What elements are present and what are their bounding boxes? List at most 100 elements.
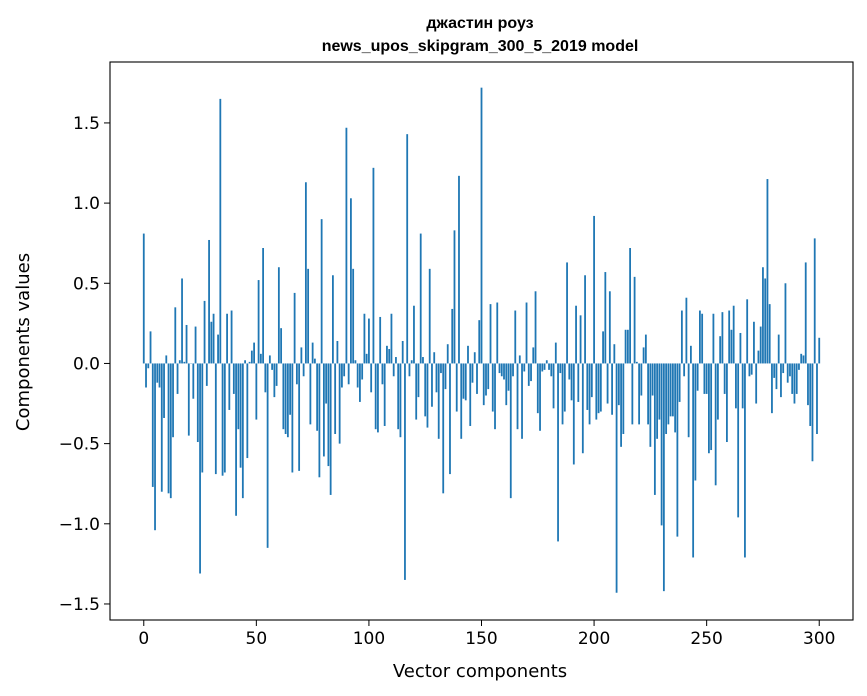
- bar: [649, 363, 652, 447]
- bar: [719, 336, 722, 364]
- bar: [518, 355, 521, 364]
- bar: [203, 300, 206, 364]
- bar: [539, 363, 541, 431]
- bar: [633, 276, 636, 364]
- bar: [435, 363, 438, 393]
- bar: [194, 326, 197, 364]
- bar: [160, 363, 163, 492]
- bar: [176, 363, 179, 394]
- bar: [482, 363, 485, 406]
- bar: [694, 363, 697, 481]
- bar: [516, 363, 519, 430]
- bar: [395, 357, 397, 364]
- y-tick-label: −0.5: [59, 435, 100, 455]
- bar: [480, 87, 483, 364]
- bar: [780, 363, 782, 398]
- bar: [356, 363, 359, 388]
- bar: [289, 363, 292, 415]
- bar: [471, 363, 474, 383]
- bar: [158, 363, 161, 388]
- bar: [611, 363, 613, 415]
- bar: [271, 363, 274, 370]
- bar: [169, 363, 172, 499]
- bar: [696, 363, 699, 391]
- bar: [302, 363, 305, 377]
- bar: [640, 363, 643, 396]
- bar: [383, 363, 386, 426]
- bar: [784, 283, 787, 364]
- bar: [401, 341, 404, 364]
- bar: [744, 363, 746, 558]
- bar: [710, 363, 713, 451]
- bar: [406, 134, 409, 364]
- bar: [185, 324, 188, 364]
- bar: [217, 334, 219, 364]
- bar: [453, 230, 456, 364]
- bar: [433, 352, 436, 364]
- bar: [223, 363, 226, 473]
- bar: [509, 363, 512, 499]
- bar: [419, 233, 422, 364]
- bar: [230, 310, 233, 364]
- bar: [550, 363, 553, 377]
- bar: [773, 363, 776, 378]
- bar: [343, 363, 346, 377]
- bar: [653, 363, 656, 495]
- bar: [543, 363, 546, 370]
- bar-series: [142, 87, 821, 593]
- bar: [187, 363, 190, 436]
- bar: [392, 363, 395, 377]
- bar: [228, 363, 231, 410]
- bar: [771, 363, 773, 414]
- x-tick-label: 300: [803, 629, 835, 649]
- bar: [341, 363, 343, 388]
- bar: [559, 363, 562, 374]
- bar: [732, 305, 735, 364]
- bar: [629, 248, 631, 364]
- y-axis: −1.5 −1.0 −0.5 0.0 0.5 1.0 1.5: [59, 114, 110, 615]
- bar: [557, 363, 559, 542]
- bar: [602, 331, 604, 364]
- bar: [728, 310, 731, 364]
- bar: [244, 360, 246, 364]
- bar: [365, 353, 368, 364]
- bar: [599, 363, 602, 412]
- bar: [644, 334, 647, 364]
- bar: [730, 329, 733, 364]
- bar: [525, 302, 528, 364]
- bar: [678, 363, 681, 402]
- bar: [264, 363, 267, 393]
- y-tick-label: −1.0: [59, 515, 100, 535]
- bar: [235, 363, 237, 516]
- bar: [818, 337, 821, 364]
- bar: [426, 363, 429, 428]
- bar: [334, 363, 337, 434]
- bar: [322, 363, 325, 457]
- bar: [259, 353, 262, 364]
- bar: [473, 352, 476, 364]
- bar: [683, 363, 686, 377]
- bar: [786, 363, 789, 383]
- x-tick-label: 50: [246, 629, 268, 649]
- y-tick-label: 1.5: [73, 114, 100, 134]
- bar: [595, 363, 598, 420]
- bar: [757, 350, 760, 364]
- bar: [741, 363, 744, 409]
- bar: [581, 363, 584, 454]
- y-tick-label: 0.0: [73, 354, 100, 374]
- chart-title: джастин роуз: [426, 15, 533, 32]
- bar: [660, 363, 663, 526]
- bar: [577, 363, 580, 402]
- bar: [295, 363, 298, 385]
- bar: [449, 363, 451, 475]
- bar: [210, 321, 213, 364]
- bar: [437, 363, 440, 439]
- bar: [359, 363, 361, 402]
- bar: [527, 363, 530, 386]
- bar: [307, 268, 310, 364]
- bar: [165, 355, 168, 364]
- bar: [309, 363, 312, 425]
- bar: [298, 363, 301, 471]
- bar: [237, 363, 240, 430]
